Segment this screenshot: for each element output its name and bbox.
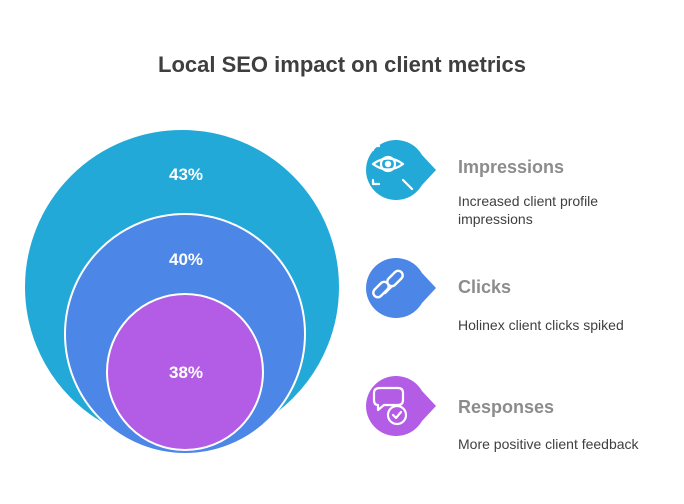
responses-value-label: 38% (169, 363, 203, 382)
clicks-title: Clicks (458, 277, 512, 297)
responses-title: Responses (458, 397, 555, 417)
responses-description: More positive client feedback (458, 436, 639, 452)
clicks-description: Holinex client clicks spiked (458, 317, 624, 333)
speech-bubble-check-icon (366, 376, 436, 436)
impressions-value-label: 43% (169, 165, 203, 184)
clicks-value-label: 40% (169, 250, 203, 269)
impressions-description: Increased client profile impressions (458, 193, 599, 227)
eye-magnifier-icon (366, 140, 436, 200)
responses-circle (106, 293, 264, 451)
impressions-title: Impressions (458, 157, 565, 177)
chain-link-icon (366, 258, 436, 318)
diagram-title: Local SEO impact on client metrics (158, 52, 526, 77)
